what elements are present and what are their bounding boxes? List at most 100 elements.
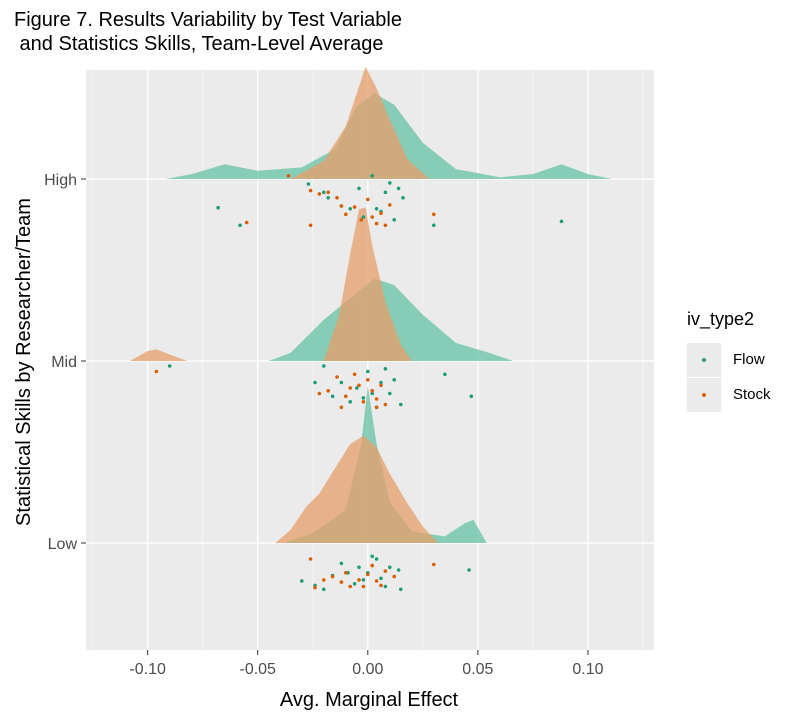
point-flow [388, 565, 392, 570]
point-stock [286, 174, 291, 178]
point-flow [348, 400, 353, 404]
point-stock [374, 405, 379, 410]
point-stock [359, 218, 364, 222]
point-stock [308, 188, 313, 193]
point-flow [361, 578, 366, 582]
point-stock [339, 580, 344, 584]
point-flow [443, 372, 447, 377]
point-stock [361, 400, 366, 404]
point-stock [357, 383, 361, 388]
point-stock [348, 584, 353, 589]
point-flow [559, 219, 564, 224]
point-flow [396, 186, 401, 191]
point-flow [370, 554, 375, 559]
point-stock [352, 372, 357, 377]
density-stock-mid [130, 207, 412, 361]
point-stock [339, 204, 344, 208]
point-stock [317, 192, 322, 196]
legend-label-stock: Stock [733, 386, 771, 403]
point-stock [370, 215, 375, 219]
point-flow [396, 568, 401, 572]
point-stock [330, 574, 335, 579]
point-stock [432, 212, 436, 217]
point-flow [392, 378, 397, 382]
point-flow [379, 380, 383, 385]
point-stock [374, 397, 379, 401]
point-flow [383, 190, 388, 195]
point-stock [366, 378, 370, 382]
point-stock [154, 369, 159, 374]
point-stock [361, 584, 366, 589]
point-flow [467, 568, 471, 572]
legend-key-flow [687, 343, 721, 377]
point-stock [374, 221, 379, 226]
point-stock [379, 383, 383, 388]
point-stock [370, 389, 375, 393]
point-flow [383, 584, 388, 589]
point-flow [374, 207, 379, 211]
point-flow [352, 582, 357, 586]
point-flow [322, 364, 326, 368]
x-tick-label: -0.10 [129, 661, 166, 678]
point-stock [344, 394, 348, 399]
point-stock [326, 190, 331, 195]
density-stock-high [290, 66, 430, 179]
legend-key-stock [687, 378, 721, 412]
point-flow [313, 380, 317, 385]
point-flow [216, 205, 220, 210]
y-tick-label-mid: Mid [51, 354, 77, 371]
point-flow [300, 579, 304, 583]
point-flow [306, 182, 311, 186]
point-flow [326, 196, 331, 200]
point-stock [379, 583, 383, 588]
point-stock [370, 563, 375, 568]
point-stock [344, 212, 348, 217]
x-tick-label: -0.05 [239, 661, 276, 678]
point-stock [244, 220, 249, 225]
point-stock [392, 574, 397, 579]
y-tick-label-low: Low [48, 536, 78, 553]
point-stock [335, 196, 339, 200]
legend-stock-marker [702, 393, 706, 397]
point-flow [366, 369, 370, 374]
point-stock [374, 579, 379, 583]
point-flow [238, 223, 242, 228]
point-flow [361, 215, 366, 219]
legend-flow-marker [702, 358, 706, 362]
point-flow [399, 587, 403, 592]
point-flow [370, 391, 375, 396]
point-stock [357, 578, 361, 582]
point-flow [339, 561, 344, 566]
point-flow [357, 565, 361, 570]
legend-title: iv_type2 [687, 309, 755, 329]
point-stock [335, 375, 339, 379]
point-flow [322, 190, 326, 195]
point-stock [348, 386, 353, 390]
point-stock [366, 572, 370, 577]
point-flow [167, 364, 172, 368]
x-tick-label: 0.00 [352, 661, 383, 678]
point-stock [366, 197, 370, 202]
chart-title: Figure 7. Results Variability by Test Va… [14, 9, 402, 55]
point-stock [388, 203, 392, 207]
x-tick-label: 0.05 [462, 661, 493, 678]
point-stock [379, 211, 383, 215]
point-flow [399, 402, 403, 407]
point-flow [388, 391, 392, 396]
point-flow [348, 207, 353, 211]
point-flow [392, 218, 397, 222]
point-flow [361, 396, 366, 400]
point-stock [383, 569, 388, 573]
point-stock [383, 402, 388, 407]
point-flow [339, 380, 344, 385]
point-flow [370, 174, 375, 178]
point-flow [322, 587, 326, 592]
x-tick-label: 0.10 [572, 661, 603, 678]
legend-label-flow: Flow [733, 351, 765, 368]
point-stock [352, 205, 357, 209]
point-stock [308, 223, 313, 228]
x-axis-label: Avg. Marginal Effect [280, 689, 459, 711]
point-flow [469, 394, 474, 399]
point-stock [344, 571, 348, 575]
